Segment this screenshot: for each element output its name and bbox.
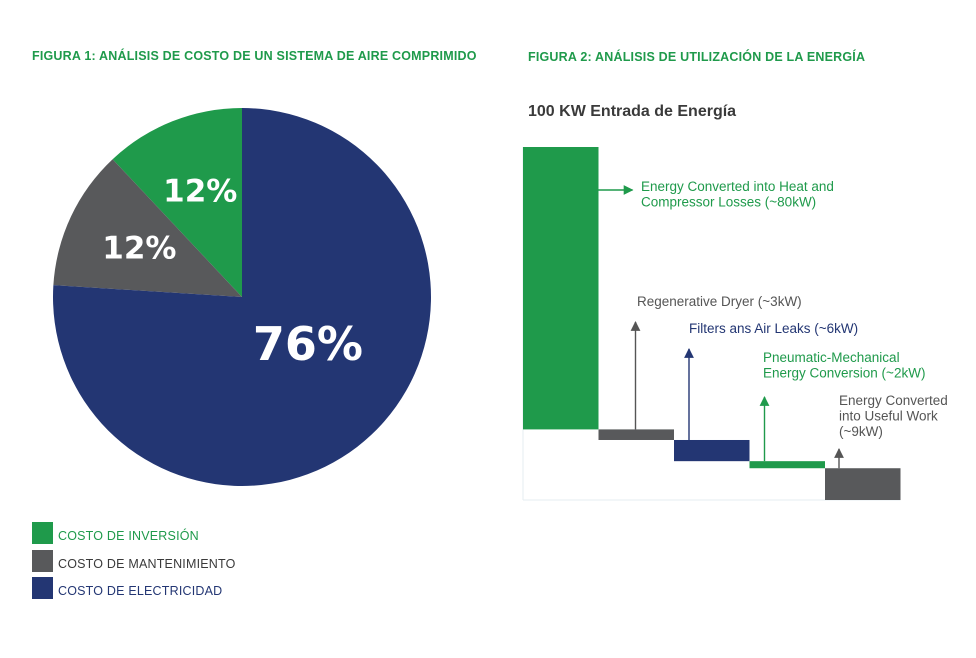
figure-2-title: FIGURA 2: ANÁLISIS DE UTILIZACIÓN DE LA …: [528, 50, 866, 64]
figure-2-subtitle: 100 KW Entrada de Energía: [528, 103, 737, 120]
legend-swatch: [32, 549, 53, 572]
waterfall-bar-1: [523, 147, 599, 430]
legend-item-costo-de-mantenimiento: COSTO DE MANTENIMIENTO: [32, 549, 262, 574]
legend-item-costo-de-inversion: COSTO DE INVERSIÓN: [32, 522, 262, 546]
pie-slice-costo-de-electricidad: [53, 108, 431, 487]
pie-slice-costo-de-inversion: [112, 108, 242, 297]
pie-label-costo-de-mantenimiento: 12%: [102, 231, 176, 267]
waterfall-bar-4: [749, 461, 825, 469]
legend-item-costo-de-electricidad: COSTO DE ELECTRICIDAD: [32, 577, 262, 601]
legend-label: COSTO DE MANTENIMIENTO: [58, 556, 236, 571]
waterfall-label-1: Energy Converted into Heat and Compressor…: [641, 179, 834, 210]
waterfall-label-3: Filters ans Air Leaks (~6kW): [689, 321, 858, 336]
figure-1-title: FIGURA 1: ANÁLISIS DE COSTO DE UN SISTEM…: [32, 49, 477, 63]
pie-label-costo-de-inversion: 12%: [163, 174, 237, 210]
waterfall-bar-5: [825, 468, 901, 500]
legend-swatch: [32, 577, 53, 599]
legend-label: COSTO DE INVERSIÓN: [58, 529, 199, 543]
pie-label-costo-de-electricidad: 76%: [253, 317, 363, 371]
waterfall-label-4: Pneumatic-Mechanical Energy Conversion (~…: [763, 350, 925, 381]
waterfall-label-2: Regenerative Dryer (~3kW): [637, 294, 802, 309]
waterfall-bar-2: [598, 429, 674, 440]
waterfall-bar-3: [674, 439, 750, 462]
waterfall-label-5: Energy Converted into Useful Work (~9kW): [839, 393, 948, 439]
legend-label: COSTO DE ELECTRICIDAD: [58, 584, 223, 598]
pie-slice-costo-de-mantenimiento: [53, 159, 242, 297]
legend-swatch: [32, 522, 53, 544]
